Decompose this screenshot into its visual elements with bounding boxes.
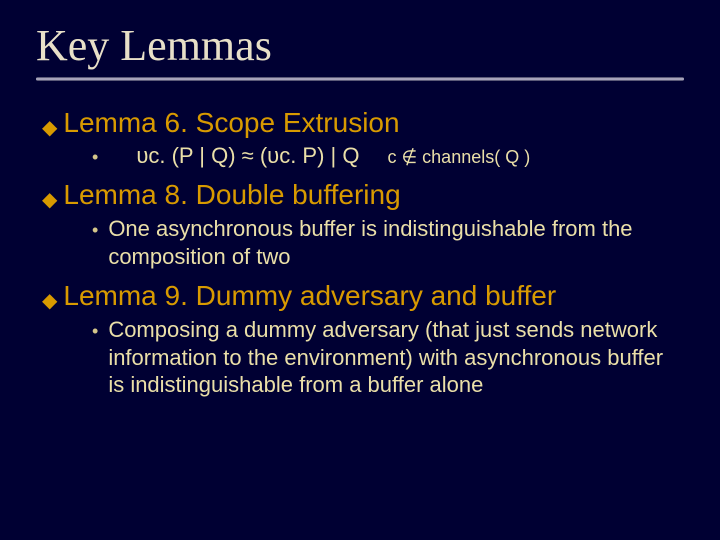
diamond-bullet-icon: ◆ xyxy=(42,190,57,210)
lemma-sub: • One asynchronous buffer is indistingui… xyxy=(92,215,684,270)
body-row: • Composing a dummy adversary (that just… xyxy=(92,316,684,399)
lemma-heading-row: ◆ Lemma 9. Dummy adversary and buffer xyxy=(42,280,684,312)
slide: Key Lemmas ◆ Lemma 6. Scope Extrusion • … xyxy=(0,0,720,540)
round-bullet-icon: • xyxy=(92,219,98,242)
lemma-heading: Lemma 9. Dummy adversary and buffer xyxy=(63,280,556,312)
lemma-sub: • Composing a dummy adversary (that just… xyxy=(92,316,684,399)
title-rule xyxy=(36,77,684,81)
formula-condition: c ∉ channels( Q ) xyxy=(387,147,530,168)
lemma-heading-row: ◆ Lemma 8. Double buffering xyxy=(42,179,684,211)
round-bullet-icon: • xyxy=(92,146,98,169)
diamond-bullet-icon: ◆ xyxy=(42,291,57,311)
formula-row: • υc. (P | Q) ≈ (υc. P) | Q c ∉ channels… xyxy=(92,143,684,169)
formula-text: υc. (P | Q) ≈ (υc. P) | Q xyxy=(136,143,359,169)
page-title: Key Lemmas xyxy=(36,20,684,71)
round-bullet-icon: • xyxy=(92,320,98,343)
lemma-sub: • υc. (P | Q) ≈ (υc. P) | Q c ∉ channels… xyxy=(92,143,684,169)
lemma-body-text: One asynchronous buffer is indistinguish… xyxy=(108,215,684,270)
body-row: • One asynchronous buffer is indistingui… xyxy=(92,215,684,270)
lemma-body-text: Composing a dummy adversary (that just s… xyxy=(108,316,684,399)
lemma-heading: Lemma 6. Scope Extrusion xyxy=(63,107,399,139)
diamond-bullet-icon: ◆ xyxy=(42,118,57,138)
lemma-heading: Lemma 8. Double buffering xyxy=(63,179,400,211)
lemma-heading-row: ◆ Lemma 6. Scope Extrusion xyxy=(42,107,684,139)
